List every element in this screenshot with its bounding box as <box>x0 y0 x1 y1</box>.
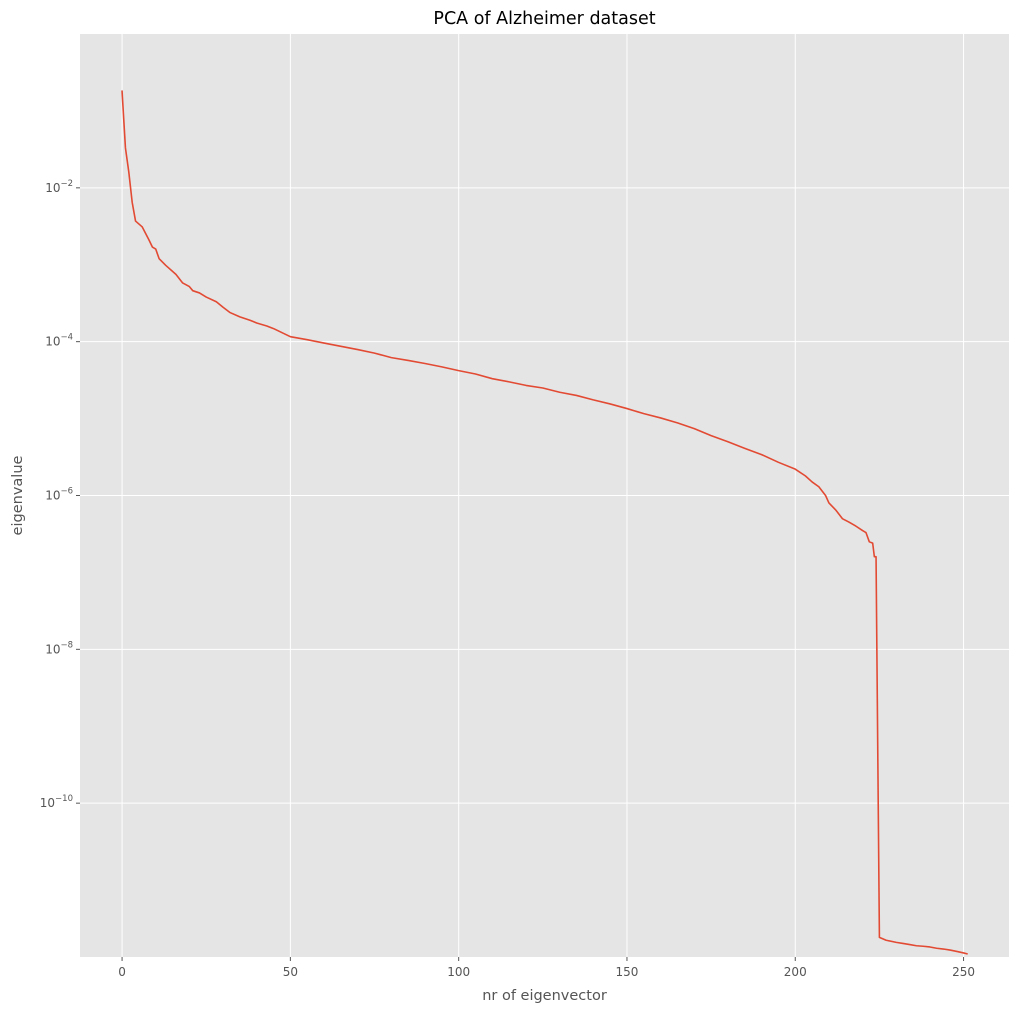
chart-title: PCA of Alzheimer dataset <box>433 9 655 29</box>
grid-layer <box>80 34 1009 957</box>
y-axis-label: eigenvalue <box>10 455 26 535</box>
x-tick-label: 50 <box>283 965 298 979</box>
y-tick-label: 10−2 <box>45 179 73 195</box>
series-layer <box>121 90 968 955</box>
x-tick-label: 250 <box>952 965 975 979</box>
series-line <box>121 90 968 955</box>
x-axis-label: nr of eigenvector <box>482 988 607 1004</box>
y-tick-label: 10−4 <box>45 333 73 349</box>
x-tick-label: 200 <box>784 965 807 979</box>
y-tick-label: 10−10 <box>40 794 73 810</box>
x-tick-label: 150 <box>616 965 639 979</box>
x-tick-label: 100 <box>447 965 470 979</box>
y-tick-label: 10−6 <box>45 487 73 503</box>
tick-layer: 0 50 100 150 200 250 10−2 10−4 10−6 10−8 10−10 <box>40 179 975 979</box>
x-tick-label: 0 <box>118 965 126 979</box>
y-tick-label: 10−8 <box>45 640 73 656</box>
